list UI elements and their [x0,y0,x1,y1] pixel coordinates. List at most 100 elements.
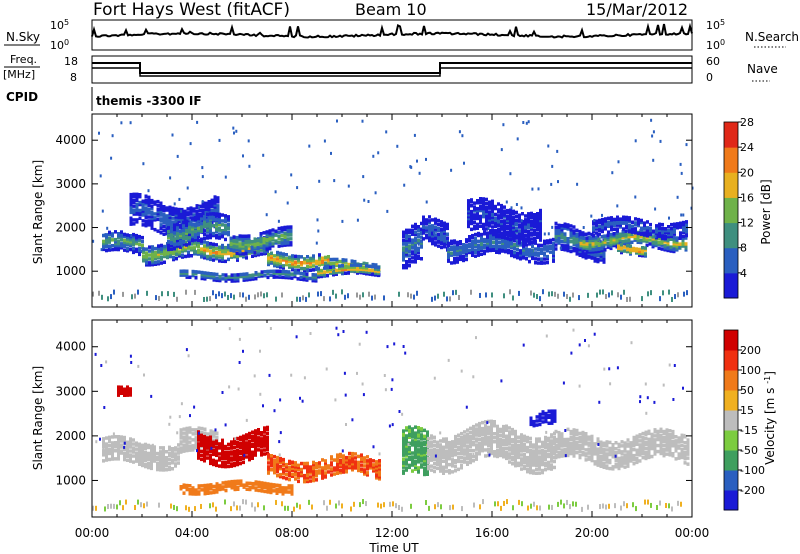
power-cell [294,268,297,272]
power-cell [280,230,284,234]
power-colorbar-label: 28 [740,116,754,129]
power-cell [186,207,190,211]
velocity-cell [278,483,282,488]
velocity-cell [402,463,405,467]
power-cell [141,207,145,211]
power-cell [203,219,206,223]
power-scatter-cell [525,121,528,125]
velocity-cell [159,468,162,472]
power-cell [513,239,516,243]
power-cell [165,218,169,222]
power-cell [420,239,423,243]
velocity-cell [469,442,472,447]
power-cell [563,238,567,242]
velocity-cell [212,432,216,436]
power-cell [268,239,272,243]
power-cell [602,256,606,260]
velocity-cell [294,467,297,471]
velocity-cell [171,455,174,459]
power-cell [215,272,219,277]
velocity-cell [224,456,227,461]
power-cell [244,252,248,256]
power-cell [482,222,485,227]
power-cell [485,215,488,219]
power-cell [601,223,604,228]
velocity-cell [430,468,433,472]
power-cell [578,249,582,253]
power-cell [132,210,136,214]
velocity-cell [236,481,240,485]
velocity-cell [306,467,309,472]
velocity-cell [378,475,381,479]
power-cell [539,210,542,215]
velocity-cell [303,473,306,478]
power-cell [335,259,339,264]
power-cell [670,228,673,233]
power-cell [512,225,515,229]
power-cell [102,243,105,248]
power-cell [289,229,293,233]
power-cell [341,264,344,268]
velocity-cell [439,459,442,463]
power-cell [356,267,359,271]
power-cell [129,194,133,199]
power-cell [203,232,206,237]
velocity-cell [351,461,354,466]
velocity-cell [218,487,222,492]
velocity-cell [185,483,189,488]
power-cell [504,248,507,252]
velocity-cell [417,450,420,454]
velocity-cell [436,444,439,449]
power-cell [522,256,525,260]
power-cell [142,259,145,263]
power-cell [450,245,453,249]
power-cell [173,223,176,227]
power-cell [575,248,579,252]
velocity-cell [285,468,288,473]
velocity-cell [460,442,463,446]
power-cell [596,259,600,264]
power-cell [129,239,132,244]
power-cell [417,246,420,251]
velocity-cell [206,448,210,452]
velocity-cell [114,435,117,439]
power-cell [483,239,486,244]
velocity-cell [502,455,505,459]
power-cell [238,250,242,254]
power-cell [300,255,303,259]
power-cell [516,253,519,258]
velocity-cell [239,445,242,450]
power-cell [624,235,628,239]
velocity-cell [475,453,478,457]
power-cell [402,232,405,236]
velocity-cell [269,490,273,495]
power-cell [591,244,595,248]
power-cell [177,219,181,223]
power-cell [617,248,620,252]
velocity-cell [159,446,162,450]
velocity-cell [266,431,269,436]
velocity-cell [197,484,201,488]
power-cell [156,211,160,216]
power-cell [159,205,163,209]
power-cell [291,258,294,262]
power-scatter-cell [98,131,100,135]
velocity-cell [188,436,192,440]
power-cell [262,240,266,245]
power-cell [494,206,497,211]
velocity-cell [481,432,484,437]
power-cell [437,244,440,248]
power-cell [265,230,269,234]
power-cell [262,231,266,235]
velocity-cell [168,453,171,458]
power-cell [602,258,606,262]
velocity-cell [236,487,240,491]
power-cell [248,273,252,278]
power-cell [528,259,531,264]
power-cell [482,205,485,209]
power-cell [477,231,480,236]
power-cell [193,252,196,256]
power-cell [479,208,482,213]
power-cell [634,231,637,235]
power-cell [280,243,284,248]
